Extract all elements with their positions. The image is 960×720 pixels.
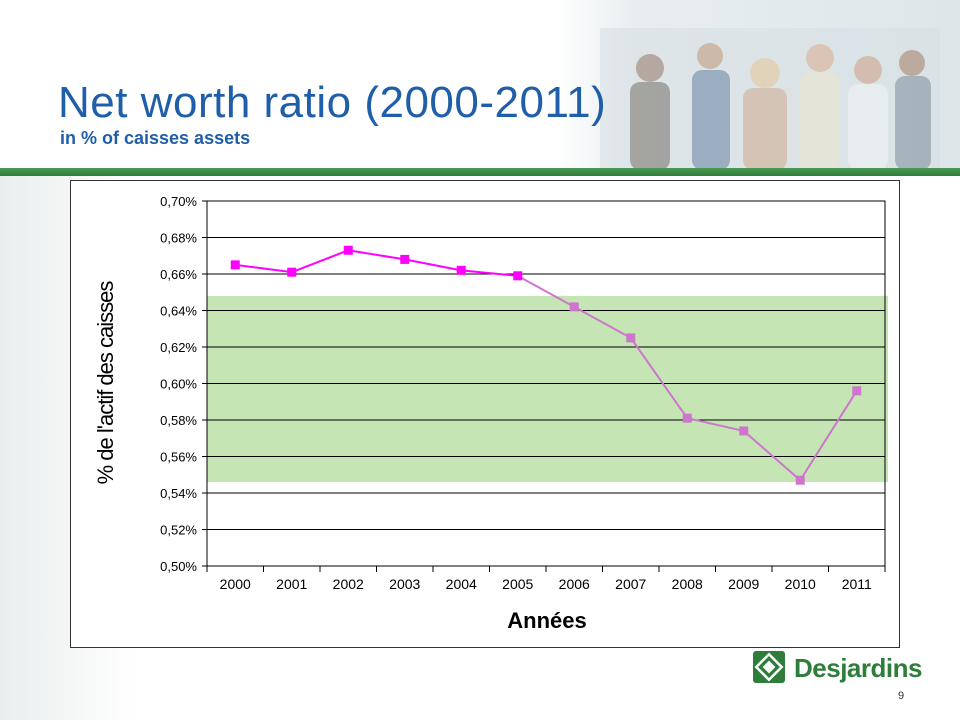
chart-frame: 0,70% 0,68% 0,66% 0,64% 0,62% 0,60% 0,58% 0,56%… (70, 180, 900, 648)
page-number: 9 (898, 690, 905, 702)
x-tick-label: 2011 (842, 576, 872, 592)
data-point (682, 413, 692, 423)
x-tick-label: 2008 (672, 576, 703, 592)
data-point (230, 260, 240, 270)
y-axis-label: % de l'actif des caisses (93, 281, 118, 485)
y-tick-label: 0,70% (160, 194, 197, 209)
x-tick-label: 2004 (446, 576, 477, 592)
series-segment (573, 305, 632, 339)
x-tick-label: 2002 (333, 576, 364, 592)
x-tick-label: 2010 (785, 576, 816, 592)
series-segment (687, 417, 744, 432)
slide-title: Net worth ratio (2000-2011) (58, 78, 607, 127)
y-tick-label: 0,68% (160, 231, 197, 246)
header-divider (0, 168, 960, 176)
y-tick-label: 0,52% (160, 523, 197, 538)
y-tick-label: 0,60% (160, 377, 197, 392)
y-tick-label: 0,58% (160, 413, 197, 428)
series-segment (404, 258, 462, 272)
slide-subtitle: in % of caisses assets (60, 128, 251, 148)
series-segment (235, 263, 292, 274)
data-point (795, 475, 805, 485)
x-tick-label: 2005 (502, 576, 533, 592)
y-tick-label: 0,50% (160, 559, 197, 574)
y-tick-label: 0,62% (160, 340, 197, 355)
x-tick-label: 2009 (728, 576, 759, 592)
line-chart: 0,70% 0,68% 0,66% 0,64% 0,62% 0,60% 0,58% 0,56%… (93, 194, 888, 633)
highlight-band (207, 295, 888, 483)
data-point (456, 265, 466, 275)
x-tick-label: 2001 (276, 576, 307, 592)
data-point (852, 386, 862, 396)
data-point (343, 245, 353, 255)
series-segment (629, 337, 689, 419)
x-tick-label: 2007 (615, 576, 646, 592)
logo-emblem-icon (753, 651, 785, 683)
data-point (739, 426, 749, 436)
desjardins-logo: Desjardins (752, 650, 922, 686)
series-segment (743, 430, 801, 481)
y-tick-label: 0,66% (160, 267, 197, 282)
x-tick-label: 2000 (220, 576, 251, 592)
data-point (569, 302, 579, 312)
x-tick-label: 2006 (559, 576, 590, 592)
series-segment (461, 269, 518, 277)
series-segment (799, 390, 858, 481)
series-segment (517, 274, 575, 308)
series-segment (348, 249, 405, 261)
x-tick-label: 2003 (389, 576, 420, 592)
y-tick-label: 0,54% (160, 486, 197, 501)
data-point (400, 254, 410, 264)
data-point (626, 333, 636, 343)
data-point (513, 271, 523, 281)
x-axis-label: Années (507, 608, 586, 633)
data-point (287, 267, 297, 277)
team-photo (600, 28, 940, 170)
logo-wordmark: Desjardins (794, 653, 922, 683)
series-segment (291, 249, 349, 274)
y-tick-label: 0,56% (160, 450, 197, 465)
y-tick-label: 0,64% (160, 304, 197, 319)
